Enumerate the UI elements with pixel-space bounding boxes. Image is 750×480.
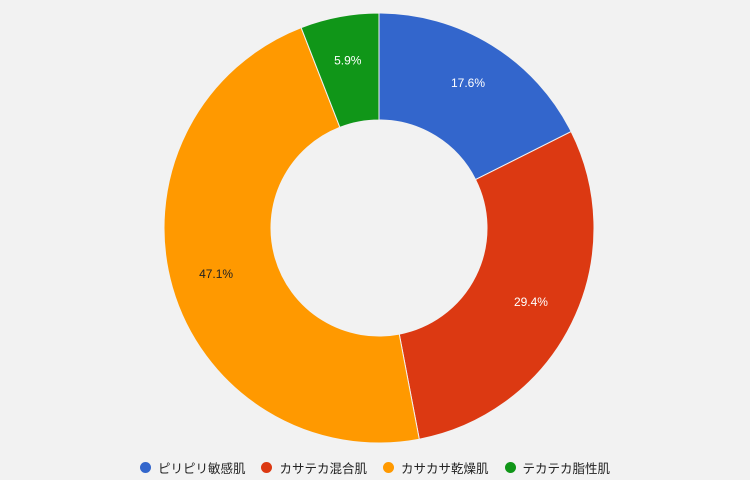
- legend-label: ピリピリ敏感肌: [157, 460, 246, 476]
- data-label: 5.9%: [334, 54, 362, 68]
- legend-item: ピリピリ敏感肌: [139, 458, 246, 477]
- donut-slice: [163, 26, 420, 444]
- legend-item: カサテカ混合肌: [261, 458, 367, 477]
- chart: 17.6% 29.4% 47.1% 5.9%: [163, 12, 595, 444]
- legend-label: カサカサ乾燥肌: [401, 460, 489, 476]
- data-label: 29.4%: [514, 295, 548, 309]
- donut-slice: [300, 12, 380, 128]
- data-label: 47.1%: [199, 267, 233, 281]
- legend-item: テカテカ脂性肌: [504, 458, 611, 477]
- legend-swatch: [383, 461, 394, 473]
- data-label: 17.6%: [451, 76, 485, 90]
- donut-slice: [398, 130, 595, 440]
- legend-swatch: [139, 461, 151, 473]
- legend-swatch: [261, 461, 273, 473]
- legend: ピリピリ敏感肌 カサテカ混合肌 カサカサ乾燥肌 テカテカ脂性肌: [0, 456, 750, 478]
- legend-item: カサカサ乾燥肌: [383, 458, 489, 477]
- legend-label: テカテカ脂性肌: [522, 460, 611, 476]
- legend-label: カサテカ混合肌: [279, 460, 367, 476]
- donut-slice: [378, 12, 572, 181]
- legend-swatch: [504, 461, 516, 473]
